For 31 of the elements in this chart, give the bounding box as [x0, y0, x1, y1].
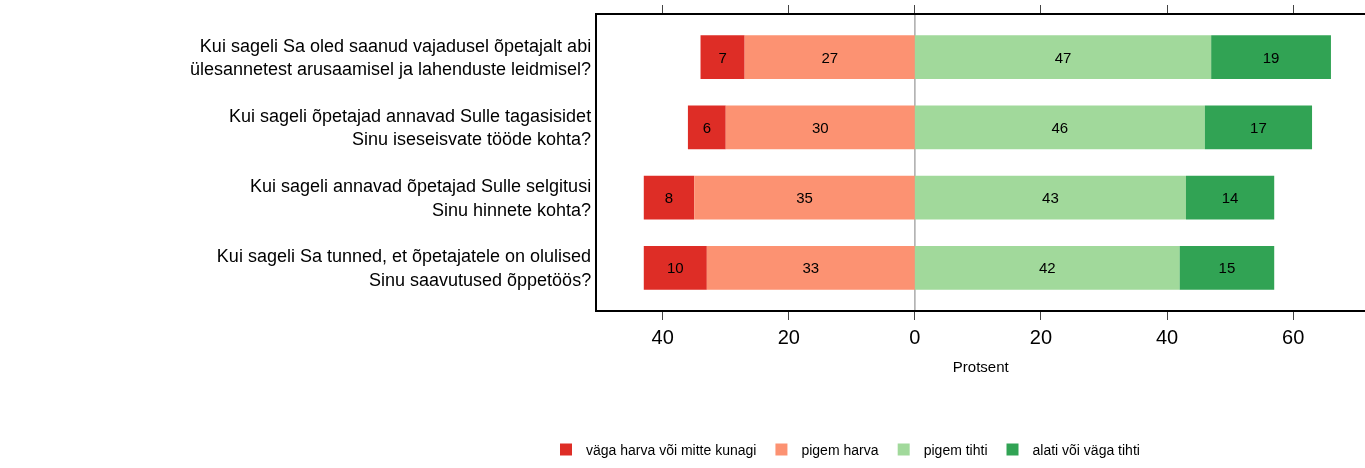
legend-label: pigem tihti	[923, 441, 988, 458]
data-label: 46	[1051, 118, 1069, 136]
data-label: 47	[1054, 48, 1072, 66]
data-label: 30	[811, 118, 829, 136]
data-label: 19	[1262, 48, 1280, 66]
data-label: 6	[702, 118, 711, 136]
data-label: 8	[664, 189, 674, 207]
data-label: 10	[666, 259, 684, 277]
data-label: 35	[796, 189, 813, 207]
data-label: 33	[802, 259, 820, 277]
data-label: 42	[1038, 259, 1056, 277]
data-label: 27	[821, 48, 839, 66]
y-tick-label: Kui sageli annavad õpetajad Sulle selgitusi Sinu hinnete kohta?	[249, 176, 592, 220]
x-tick-label: 60	[1282, 325, 1305, 348]
legend-label: alati või väga tihti	[1032, 441, 1140, 458]
legend-label: pigem harva	[801, 441, 879, 458]
y-tick-label: Kui sageli Sa oled saanud vajadusel õpetajalt abi ülesannetest arusaamisel ja lahenduste leidmisel?	[189, 35, 592, 80]
x-tick-label: 0	[909, 325, 921, 348]
x-tick-label: 20	[777, 325, 800, 348]
x-tick-label: 20	[1029, 325, 1053, 348]
data-label: 7	[718, 48, 727, 66]
y-tick-label: Kui sageli õpetajad annavad Sulle tagasisidet Sinu iseseisvate tööde kohta?	[228, 105, 592, 150]
data-label: 43	[1042, 189, 1059, 207]
y-tick-label: Kui sageli Sa tunned, et õpetajatele on olulised Sinu saavutused õppetöös?	[216, 246, 592, 290]
x-tick-label: 40	[1155, 325, 1179, 348]
data-label: 14	[1221, 189, 1239, 207]
legend-label: väga harva või mitte kunagi	[586, 441, 757, 458]
x-tick-label: 40	[651, 325, 674, 348]
data-label: 17	[1250, 118, 1267, 136]
data-label: 15	[1218, 259, 1236, 277]
x-axis-title: Protsent	[952, 358, 1010, 376]
